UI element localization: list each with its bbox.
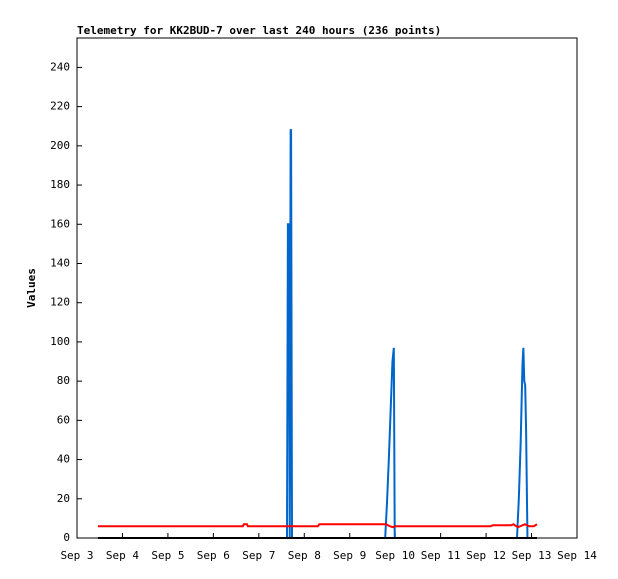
y-tick-label: 160 xyxy=(50,217,70,230)
x-tick-label: Sep 3 xyxy=(60,549,93,562)
y-tick-label: 40 xyxy=(57,453,70,466)
y-tick-label: 60 xyxy=(57,413,70,426)
x-tick-label: Sep 8 xyxy=(288,549,321,562)
x-tick-label: Sep 10 xyxy=(375,549,415,562)
x-tick-label: Sep 6 xyxy=(197,549,230,562)
y-tick-label: 80 xyxy=(57,374,70,387)
y-axis-label: Values xyxy=(25,268,38,308)
x-tick-label: Sep 14 xyxy=(557,549,597,562)
y-tick-label: 220 xyxy=(50,100,70,113)
x-tick-label: Sep 11 xyxy=(421,549,461,562)
x-tick-label: Sep 5 xyxy=(151,549,184,562)
x-tick-label: Sep 7 xyxy=(242,549,275,562)
y-tick-label: 20 xyxy=(57,492,70,505)
chart-title: Telemetry for KK2BUD-7 over last 240 hou… xyxy=(77,24,441,37)
y-tick-label: 120 xyxy=(50,296,70,309)
y-tick-label: 140 xyxy=(50,256,70,269)
x-tick-label: Sep 4 xyxy=(106,549,139,562)
x-tick-label: Sep 9 xyxy=(333,549,366,562)
y-tick-label: 240 xyxy=(50,60,70,73)
x-tick-label: Sep 12 xyxy=(466,549,506,562)
y-tick-label: 180 xyxy=(50,178,70,191)
series-line xyxy=(97,523,538,529)
y-tick-label: 100 xyxy=(50,335,70,348)
y-tick-label: 200 xyxy=(50,139,70,152)
x-tick-label: Sep 13 xyxy=(512,549,552,562)
y-tick-label: 0 xyxy=(63,531,70,544)
